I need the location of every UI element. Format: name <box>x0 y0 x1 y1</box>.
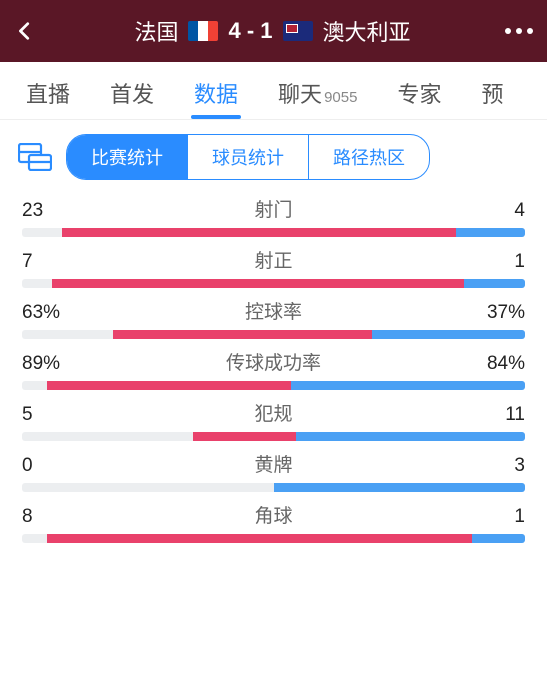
stat-home-value: 8 <box>22 506 33 528</box>
stat-label: 角球 <box>254 501 292 528</box>
stat-away-value: 1 <box>514 506 525 528</box>
score-line: 法国 4 - 1 澳大利亚 <box>134 15 410 47</box>
stat-away-value: 84% <box>487 353 525 375</box>
stat-bar <box>22 483 525 492</box>
away-team-name: 澳大利亚 <box>323 15 411 47</box>
stat-label: 犯规 <box>254 399 292 426</box>
stat-bar-away <box>456 228 525 237</box>
tab-5[interactable]: 预 <box>461 77 523 119</box>
stat-bar-away <box>372 330 525 339</box>
stat-bar-home <box>47 534 472 543</box>
stat-bar-away <box>296 432 525 441</box>
stat-label: 射正 <box>254 246 292 273</box>
subtab-0[interactable]: 比赛统计 <box>67 135 188 179</box>
stat-label: 传球成功率 <box>226 348 321 375</box>
stat-away-value: 3 <box>514 455 525 477</box>
stat-row: 5犯规11 <box>22 404 525 441</box>
stat-away-value: 4 <box>514 200 525 222</box>
stat-label: 控球率 <box>245 297 302 324</box>
stat-row: 0黄牌3 <box>22 455 525 492</box>
tab-badge: 9055 <box>324 89 357 106</box>
flag-france-icon <box>188 21 218 41</box>
flag-australia-icon <box>283 21 313 41</box>
stat-bar <box>22 228 525 237</box>
stat-bar-away <box>464 279 525 288</box>
subtab-2[interactable]: 路径热区 <box>309 135 429 179</box>
home-team-name: 法国 <box>134 15 178 47</box>
stat-home-value: 5 <box>22 404 33 426</box>
subtab-1[interactable]: 球员统计 <box>188 135 309 179</box>
tab-3[interactable]: 聊天9055 <box>258 77 377 119</box>
tab-2[interactable]: 数据 <box>174 77 258 119</box>
score-text: 4 - 1 <box>228 18 272 44</box>
stat-away-value: 37% <box>487 302 525 324</box>
stat-row: 23射门4 <box>22 200 525 237</box>
tab-0[interactable]: 直播 <box>6 77 90 119</box>
stat-bar-home <box>52 279 463 288</box>
stat-bar-home <box>113 330 373 339</box>
stat-row: 7射正1 <box>22 251 525 288</box>
main-tabs: 直播首发数据聊天9055专家预 <box>0 62 547 120</box>
stat-label: 射门 <box>254 195 292 222</box>
stats-list: 23射门47射正163%控球率37%89%传球成功率84%5犯规110黄牌38角… <box>0 194 547 543</box>
stat-bar-home <box>193 432 296 441</box>
stat-home-value: 23 <box>22 200 43 222</box>
more-icon[interactable] <box>505 28 533 34</box>
stat-bar <box>22 534 525 543</box>
stat-home-value: 0 <box>22 455 33 477</box>
back-icon[interactable] <box>14 18 40 44</box>
stat-home-value: 89% <box>22 353 60 375</box>
stat-label: 黄牌 <box>254 450 292 477</box>
stat-bar <box>22 279 525 288</box>
stat-away-value: 1 <box>514 251 525 273</box>
stat-bar-away <box>274 483 526 492</box>
stat-bar <box>22 432 525 441</box>
tab-1[interactable]: 首发 <box>90 77 174 119</box>
stat-away-value: 11 <box>505 404 525 426</box>
stat-home-value: 63% <box>22 302 60 324</box>
stat-row: 8角球1 <box>22 506 525 543</box>
stat-bar-away <box>291 381 525 390</box>
stat-bar-home <box>47 381 291 390</box>
layout-toggle-icon[interactable] <box>18 143 52 171</box>
stat-row: 63%控球率37% <box>22 302 525 339</box>
match-header: 法国 4 - 1 澳大利亚 <box>0 0 547 62</box>
stat-bar-home <box>62 228 455 237</box>
stat-row: 89%传球成功率84% <box>22 353 525 390</box>
subtab-group: 比赛统计球员统计路径热区 <box>66 134 430 180</box>
stat-bar-away <box>472 534 525 543</box>
stat-bar <box>22 330 525 339</box>
subtab-row: 比赛统计球员统计路径热区 <box>0 120 547 194</box>
tab-4[interactable]: 专家 <box>377 77 461 119</box>
stat-bar <box>22 381 525 390</box>
stat-home-value: 7 <box>22 251 33 273</box>
